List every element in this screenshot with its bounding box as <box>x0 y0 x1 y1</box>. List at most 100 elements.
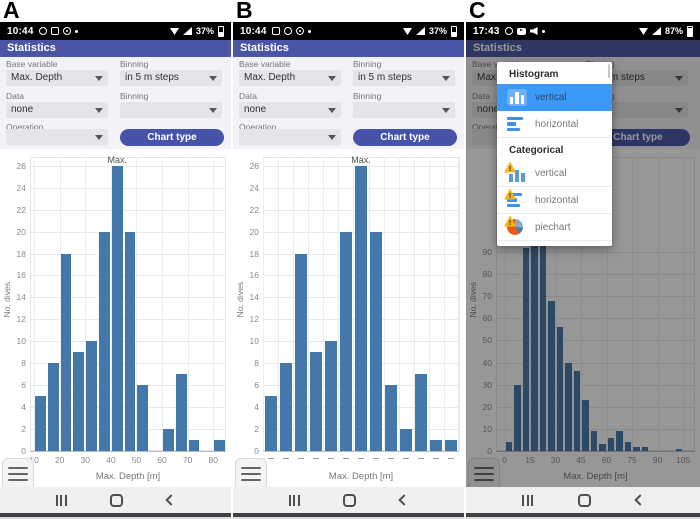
gridline-v <box>581 157 583 451</box>
bar <box>279 363 292 451</box>
chart-type-button[interactable]: Chart type <box>120 129 224 146</box>
ytick-label: 14 <box>16 292 26 303</box>
data-dropdown[interactable]: none <box>239 102 341 118</box>
chevron-down-icon <box>328 76 336 81</box>
chart-type-button[interactable]: Chart type <box>353 129 457 146</box>
phone-screen-b: 10:44 37% Statistics Base variable Binni… <box>233 22 464 519</box>
back-icon[interactable] <box>633 494 646 506</box>
ytick-label: 60 <box>482 313 492 324</box>
xtick-dash <box>267 458 274 459</box>
base-variable-dropdown[interactable]: Max. Depth <box>239 70 341 86</box>
whatsapp-icon <box>283 27 292 35</box>
xtick-dash <box>448 458 455 459</box>
battery-icon <box>687 25 693 37</box>
gridline-v <box>657 157 659 451</box>
ytick-label: 6 <box>254 380 259 391</box>
home-icon[interactable] <box>110 493 124 507</box>
scrollbar[interactable] <box>607 64 610 78</box>
ytick-label: 20 <box>482 401 492 412</box>
chart-type-popup: Histogram vertical horizontal Categorica… <box>497 62 612 246</box>
recents-icon[interactable] <box>522 494 534 506</box>
operation-dropdown[interactable] <box>239 129 341 145</box>
histogram-vertical-icon <box>507 88 527 106</box>
gridline-v <box>428 157 430 451</box>
recents-icon[interactable] <box>55 494 67 506</box>
gridline-v <box>504 157 506 451</box>
xtick-label: 30 <box>80 455 90 465</box>
base-variable-dropdown[interactable]: Max. Depth <box>6 70 108 86</box>
speaker-icon <box>529 27 538 35</box>
ytick-label: 50 <box>482 335 492 346</box>
histogram-horizontal-icon <box>507 116 527 133</box>
menu-item-histogram-vertical[interactable]: vertical <box>497 84 612 111</box>
gridline-v <box>632 157 634 451</box>
hamburger-menu-icon[interactable] <box>2 458 34 490</box>
categorical-piechart-icon: ! <box>504 215 527 236</box>
ytick-label: 2 <box>254 424 259 435</box>
bar <box>264 396 277 451</box>
categorical-bar-chart: 0 2 4 6 8 10 12 14 16 18 20 22 24 26 Max. No. dives Max.… <box>233 149 464 487</box>
fab-line <box>241 467 261 469</box>
menu-item-label: vertical <box>535 167 567 179</box>
binning-label: Binning <box>120 59 149 69</box>
base-variable-label: Base variable <box>6 59 58 69</box>
gridline-h <box>496 296 695 298</box>
operation-dropdown[interactable] <box>6 129 108 145</box>
back-icon[interactable] <box>398 494 410 506</box>
bar <box>60 253 72 451</box>
ytick-label: 4 <box>254 402 259 413</box>
bar <box>47 363 59 451</box>
panel-c: C 17:43 87% Statistics Base variable Bin… <box>466 0 700 519</box>
operation-label: Operation <box>6 122 44 132</box>
menu-item-histogram-horizontal[interactable]: horizontal <box>497 111 612 138</box>
gridline-v <box>555 157 557 451</box>
recents-icon[interactable] <box>288 494 300 506</box>
ytick-label: 10 <box>482 423 492 434</box>
chevron-down-icon <box>209 108 217 113</box>
bar <box>294 253 307 451</box>
bar <box>514 384 521 451</box>
xtick-dash <box>282 458 289 459</box>
fab-line <box>241 473 261 475</box>
menu-item-categorical-vertical[interactable]: ! vertical <box>497 160 612 187</box>
fab-line <box>8 467 28 469</box>
system-status-icons: 37% <box>402 25 457 37</box>
chart-type-button[interactable]: Chart type <box>586 129 690 146</box>
binning-dropdown[interactable]: in 5 m steps <box>120 70 222 86</box>
xtick-dash <box>388 458 395 459</box>
battery-fill <box>219 32 223 36</box>
bar <box>505 442 512 451</box>
base-variable-label: Base variable <box>239 59 291 69</box>
ytick-label: 18 <box>16 248 26 259</box>
menu-item-categorical-piechart[interactable]: ! piechart <box>497 214 612 241</box>
menu-item-label: vertical <box>535 91 567 103</box>
home-icon[interactable] <box>343 493 357 507</box>
xtick-dash <box>312 458 319 459</box>
binning-dropdown[interactable]: in 5 m steps <box>353 70 455 86</box>
bar <box>188 440 200 451</box>
back-icon[interactable] <box>165 494 177 506</box>
binning2-dropdown[interactable] <box>120 102 222 118</box>
binning2-label: Binning <box>353 91 382 101</box>
xtick-label: 40 <box>106 455 116 465</box>
gridline-h <box>30 165 226 167</box>
ytick-label: 26 <box>249 160 259 171</box>
base-variable-value: Max. Depth <box>244 72 296 83</box>
xtick-label: 60 <box>157 455 167 465</box>
ytick-label: 0 <box>254 446 259 456</box>
page-title: Statistics <box>7 42 56 54</box>
app-title-bar: Statistics <box>466 40 700 57</box>
chevron-down-icon <box>209 76 217 81</box>
xtick-label: 45 <box>576 455 586 465</box>
data-value: none <box>11 104 34 115</box>
xtick-dash <box>327 458 334 459</box>
bar <box>385 385 398 451</box>
menu-item-categorical-horizontal[interactable]: ! horizontal <box>497 187 612 214</box>
binning2-dropdown[interactable] <box>353 102 455 118</box>
data-dropdown[interactable]: none <box>6 102 108 118</box>
hamburger-menu-icon[interactable] <box>235 458 267 490</box>
page-title: Statistics <box>240 42 289 54</box>
bar <box>175 374 187 451</box>
xtick-label: 75 <box>627 455 637 465</box>
home-icon[interactable] <box>577 493 591 507</box>
